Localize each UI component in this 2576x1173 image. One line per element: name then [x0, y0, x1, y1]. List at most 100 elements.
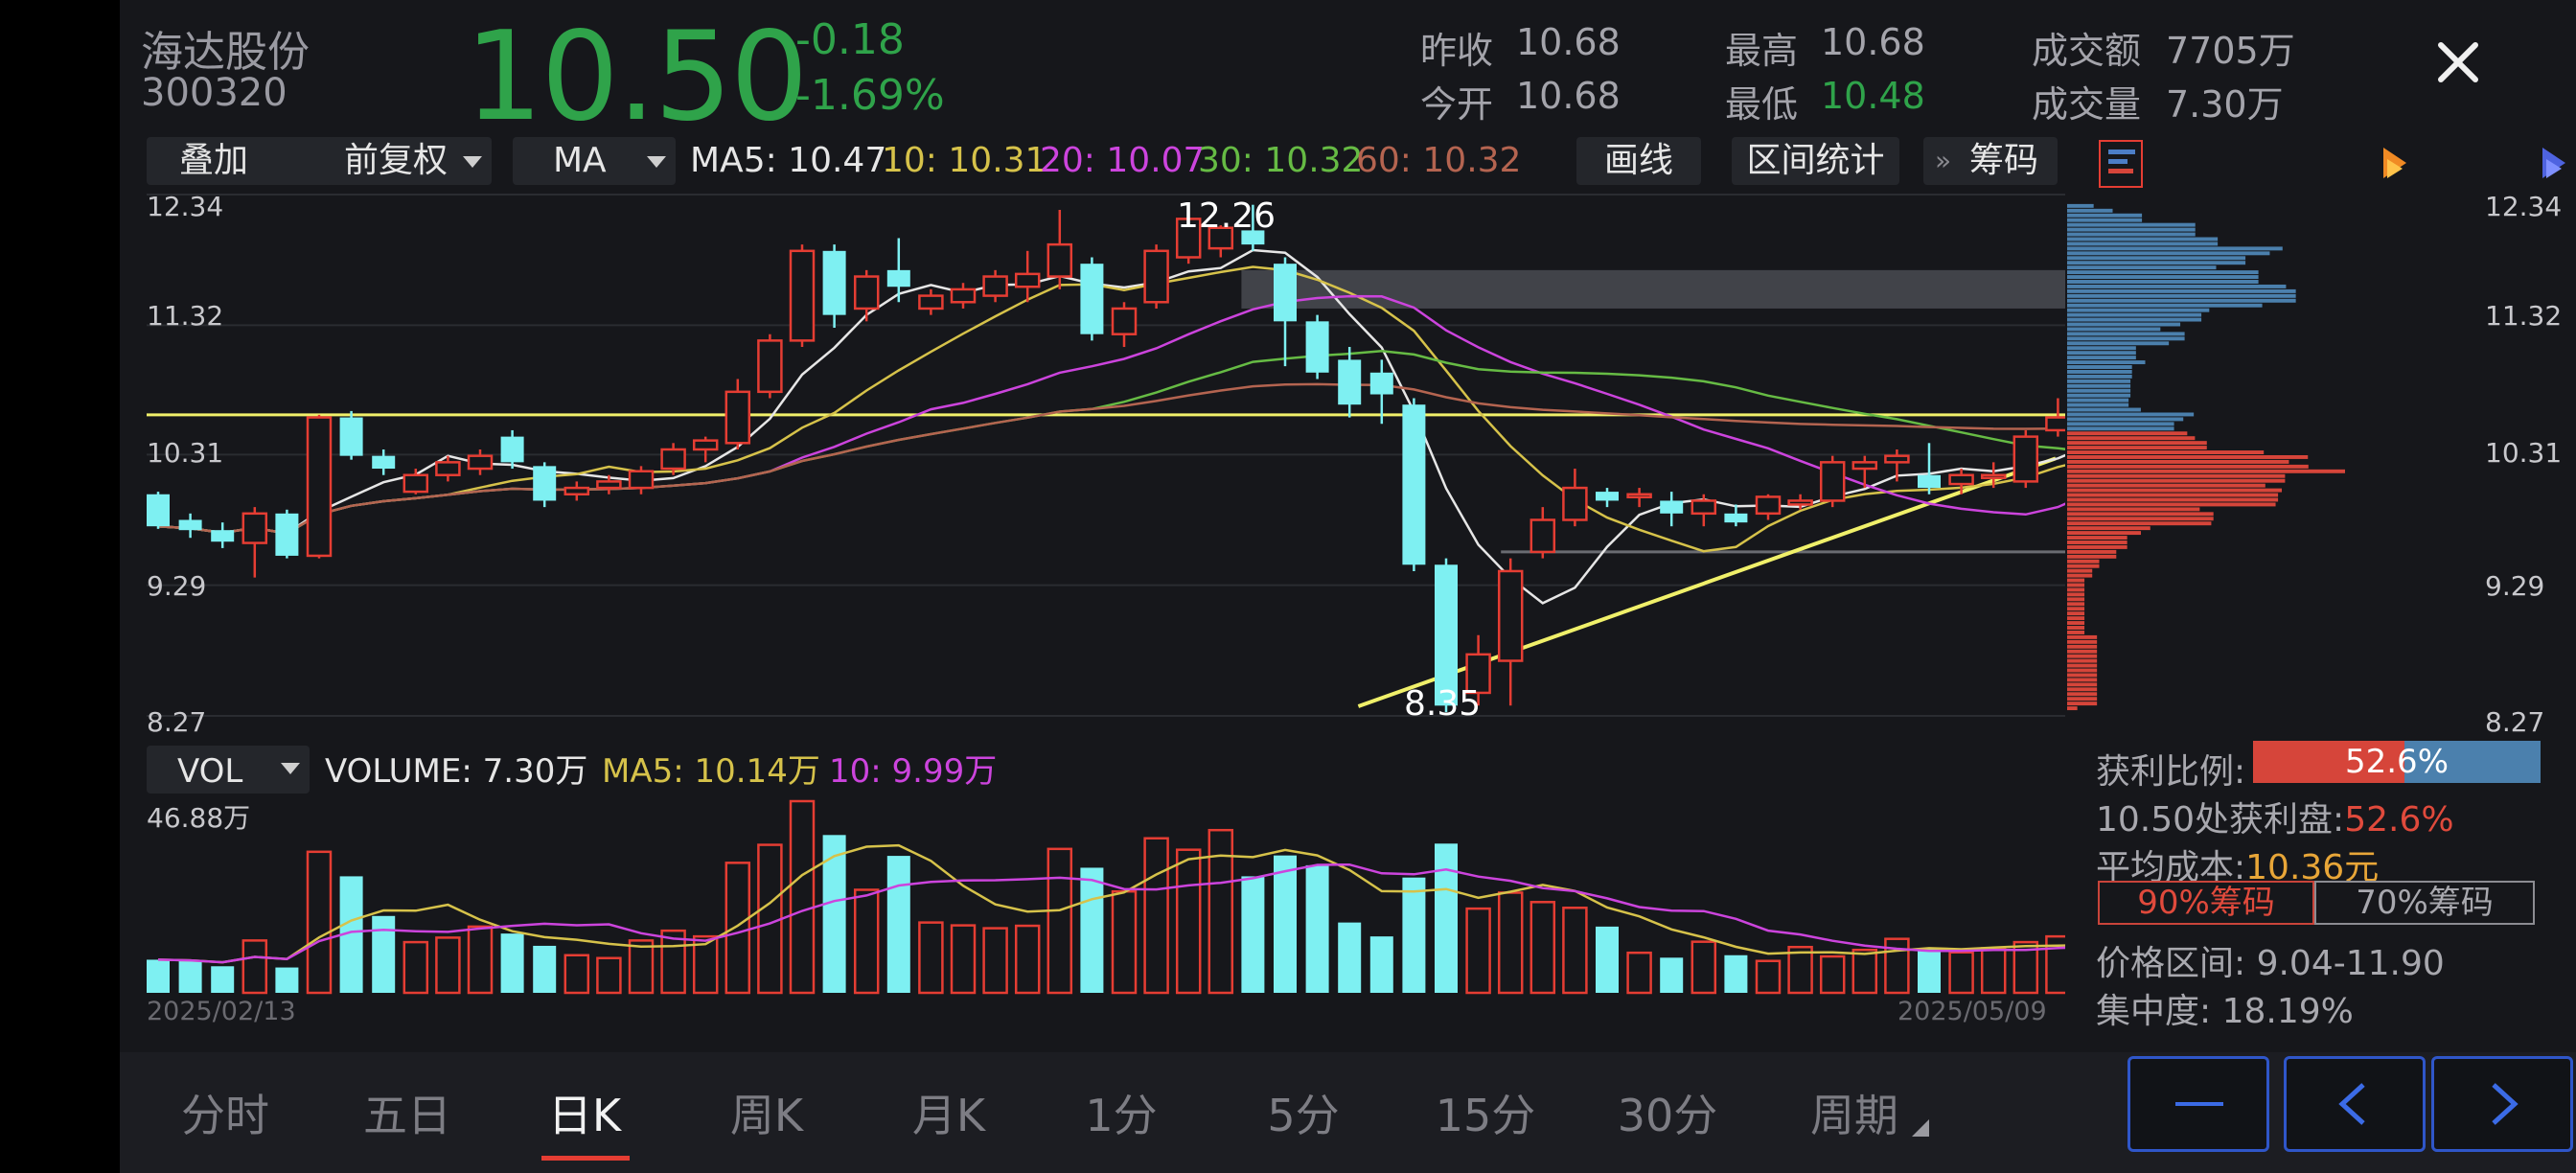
y-tick-label: 8.27 — [147, 706, 206, 738]
candlestick-chart[interactable]: 12.34 11.32 10.31 9.29 8.27 12.26 8.35 — [120, 191, 2065, 742]
tab-30min[interactable]: 30分 — [1617, 1090, 1718, 1141]
chip-bar — [2067, 265, 2217, 270]
volume-bar — [1755, 959, 1782, 995]
chip-bar — [2067, 502, 2276, 507]
chip-bar — [2067, 284, 2287, 288]
volume-chart[interactable]: VOL VOLUME: 7.30万 MA5: 10.14万 10: 9.99万 … — [120, 742, 2065, 1035]
volume-bar — [533, 945, 557, 993]
indicator-dropdown[interactable]: MA — [513, 137, 676, 185]
chip-bar — [2067, 303, 2263, 308]
chip-bar — [2067, 261, 2246, 265]
volume-bar — [853, 888, 880, 995]
chips-button[interactable]: » 筹码 — [1923, 137, 2058, 185]
volume-bar — [1143, 837, 1169, 995]
chip-bar — [2067, 417, 2184, 422]
candle-body — [724, 390, 751, 445]
tab-monthly-k[interactable]: 月K — [911, 1090, 986, 1141]
adjust-label: 前复权 — [344, 141, 448, 180]
trend-line — [1357, 456, 2057, 708]
chevron-down-icon — [463, 156, 482, 168]
chips-tab-fire[interactable] — [2374, 140, 2416, 188]
volume-ma10: 10: 9.99万 — [829, 752, 997, 791]
adjust-dropdown[interactable]: 前复权 — [329, 137, 492, 185]
chip-bar — [2067, 682, 2098, 687]
volume-bar — [757, 843, 783, 995]
tab-intraday[interactable]: 分时 — [181, 1090, 269, 1141]
candle — [2012, 429, 2039, 489]
candle-body — [1562, 486, 1588, 521]
volume-bar — [1305, 864, 1329, 993]
volume-bar — [467, 925, 494, 995]
candle-body — [1819, 461, 1846, 502]
stat-label-volume: 成交量 — [2032, 83, 2142, 126]
interval-stats-button[interactable]: 区间统计 — [1732, 137, 1899, 185]
tab-15min[interactable]: 15分 — [1435, 1090, 1536, 1141]
chip-bar — [2067, 246, 2283, 251]
chip-bar — [2067, 654, 2098, 658]
stat-value-turnover: 7705万 — [2166, 30, 2295, 72]
chip-bar — [2067, 308, 2210, 312]
scroll-right-button[interactable] — [2431, 1056, 2573, 1152]
candle-body — [1241, 230, 1265, 245]
tab-70-chips[interactable]: 70%筹码 — [2314, 881, 2535, 925]
chips-tab-blue[interactable] — [2533, 140, 2575, 188]
zoom-out-button[interactable] — [2128, 1056, 2269, 1152]
main-gridlines — [147, 194, 2065, 717]
active-tab-underline — [541, 1156, 630, 1161]
candle — [1787, 494, 1813, 510]
candle-body — [1175, 218, 1202, 259]
vol-indicator-bg[interactable] — [147, 746, 310, 794]
profit-at-price: 10.50处获利盘:52.6% — [2096, 792, 2454, 841]
tab-daily-k[interactable]: 日K — [547, 1090, 622, 1141]
chip-bar — [2067, 351, 2136, 356]
tab-five-day[interactable]: 五日 — [363, 1090, 451, 1141]
chart-toolbar: 叠加 前复权 MA MA5: 10.47 10: 10.31 20: 10.07… — [120, 137, 2576, 191]
chevron-right-icon — [2492, 1083, 2518, 1125]
draw-line-button[interactable]: 画线 — [1576, 137, 1701, 185]
chip-y-tick: 9.29 — [2485, 570, 2544, 602]
candle — [628, 466, 655, 494]
chip-bar — [2067, 227, 2196, 232]
stat-label-high: 最高 — [1725, 30, 1799, 72]
chip-bar — [2067, 521, 2212, 526]
candle — [1046, 210, 1073, 289]
volume-bar — [1724, 954, 1748, 993]
close-button[interactable] — [2425, 29, 2492, 96]
candle-body — [1690, 499, 1717, 516]
candle-body — [242, 512, 268, 544]
candle — [1241, 204, 1265, 251]
chevron-down-icon — [647, 156, 666, 168]
tab-weekly-k[interactable]: 周K — [729, 1090, 804, 1141]
chip-bar — [2067, 554, 2117, 559]
chip-bar — [2067, 626, 2085, 630]
chip-bar — [2067, 706, 2078, 711]
tab-5min[interactable]: 5分 — [1267, 1090, 1340, 1141]
candle-body — [1497, 569, 1524, 662]
volume-bar — [1111, 889, 1138, 995]
volume-bar — [402, 940, 429, 995]
volume-bar — [1080, 867, 1104, 993]
price-change-pct: -1.69% — [795, 71, 945, 120]
candle-body — [1787, 499, 1813, 506]
chip-bar — [2067, 583, 2085, 587]
candle-body — [1530, 518, 1556, 554]
volume-bar — [2045, 934, 2065, 995]
tab-period[interactable]: 周期 — [1810, 1090, 1898, 1141]
chip-bar — [2067, 426, 2174, 431]
profit-ratio-bar: 52.6% — [2253, 741, 2541, 783]
tab-1min[interactable]: 1分 — [1085, 1090, 1158, 1141]
chip-bar — [2067, 422, 2174, 426]
scroll-left-button[interactable] — [2284, 1056, 2426, 1152]
high-price-label: 12.26 — [1177, 196, 1276, 236]
chip-bar — [2067, 540, 2128, 544]
volume-bar — [1402, 877, 1426, 993]
tab-90-chips[interactable]: 90%筹码 — [2098, 881, 2314, 925]
candle — [692, 436, 719, 463]
volume-bar — [692, 934, 719, 995]
chip-bar — [2067, 587, 2085, 592]
volume-bar — [178, 960, 202, 993]
chip-bar — [2067, 218, 2143, 222]
chips-tab-distribution[interactable] — [2099, 140, 2143, 188]
stock-name: 海达股份 — [141, 28, 310, 77]
candle — [500, 429, 524, 470]
